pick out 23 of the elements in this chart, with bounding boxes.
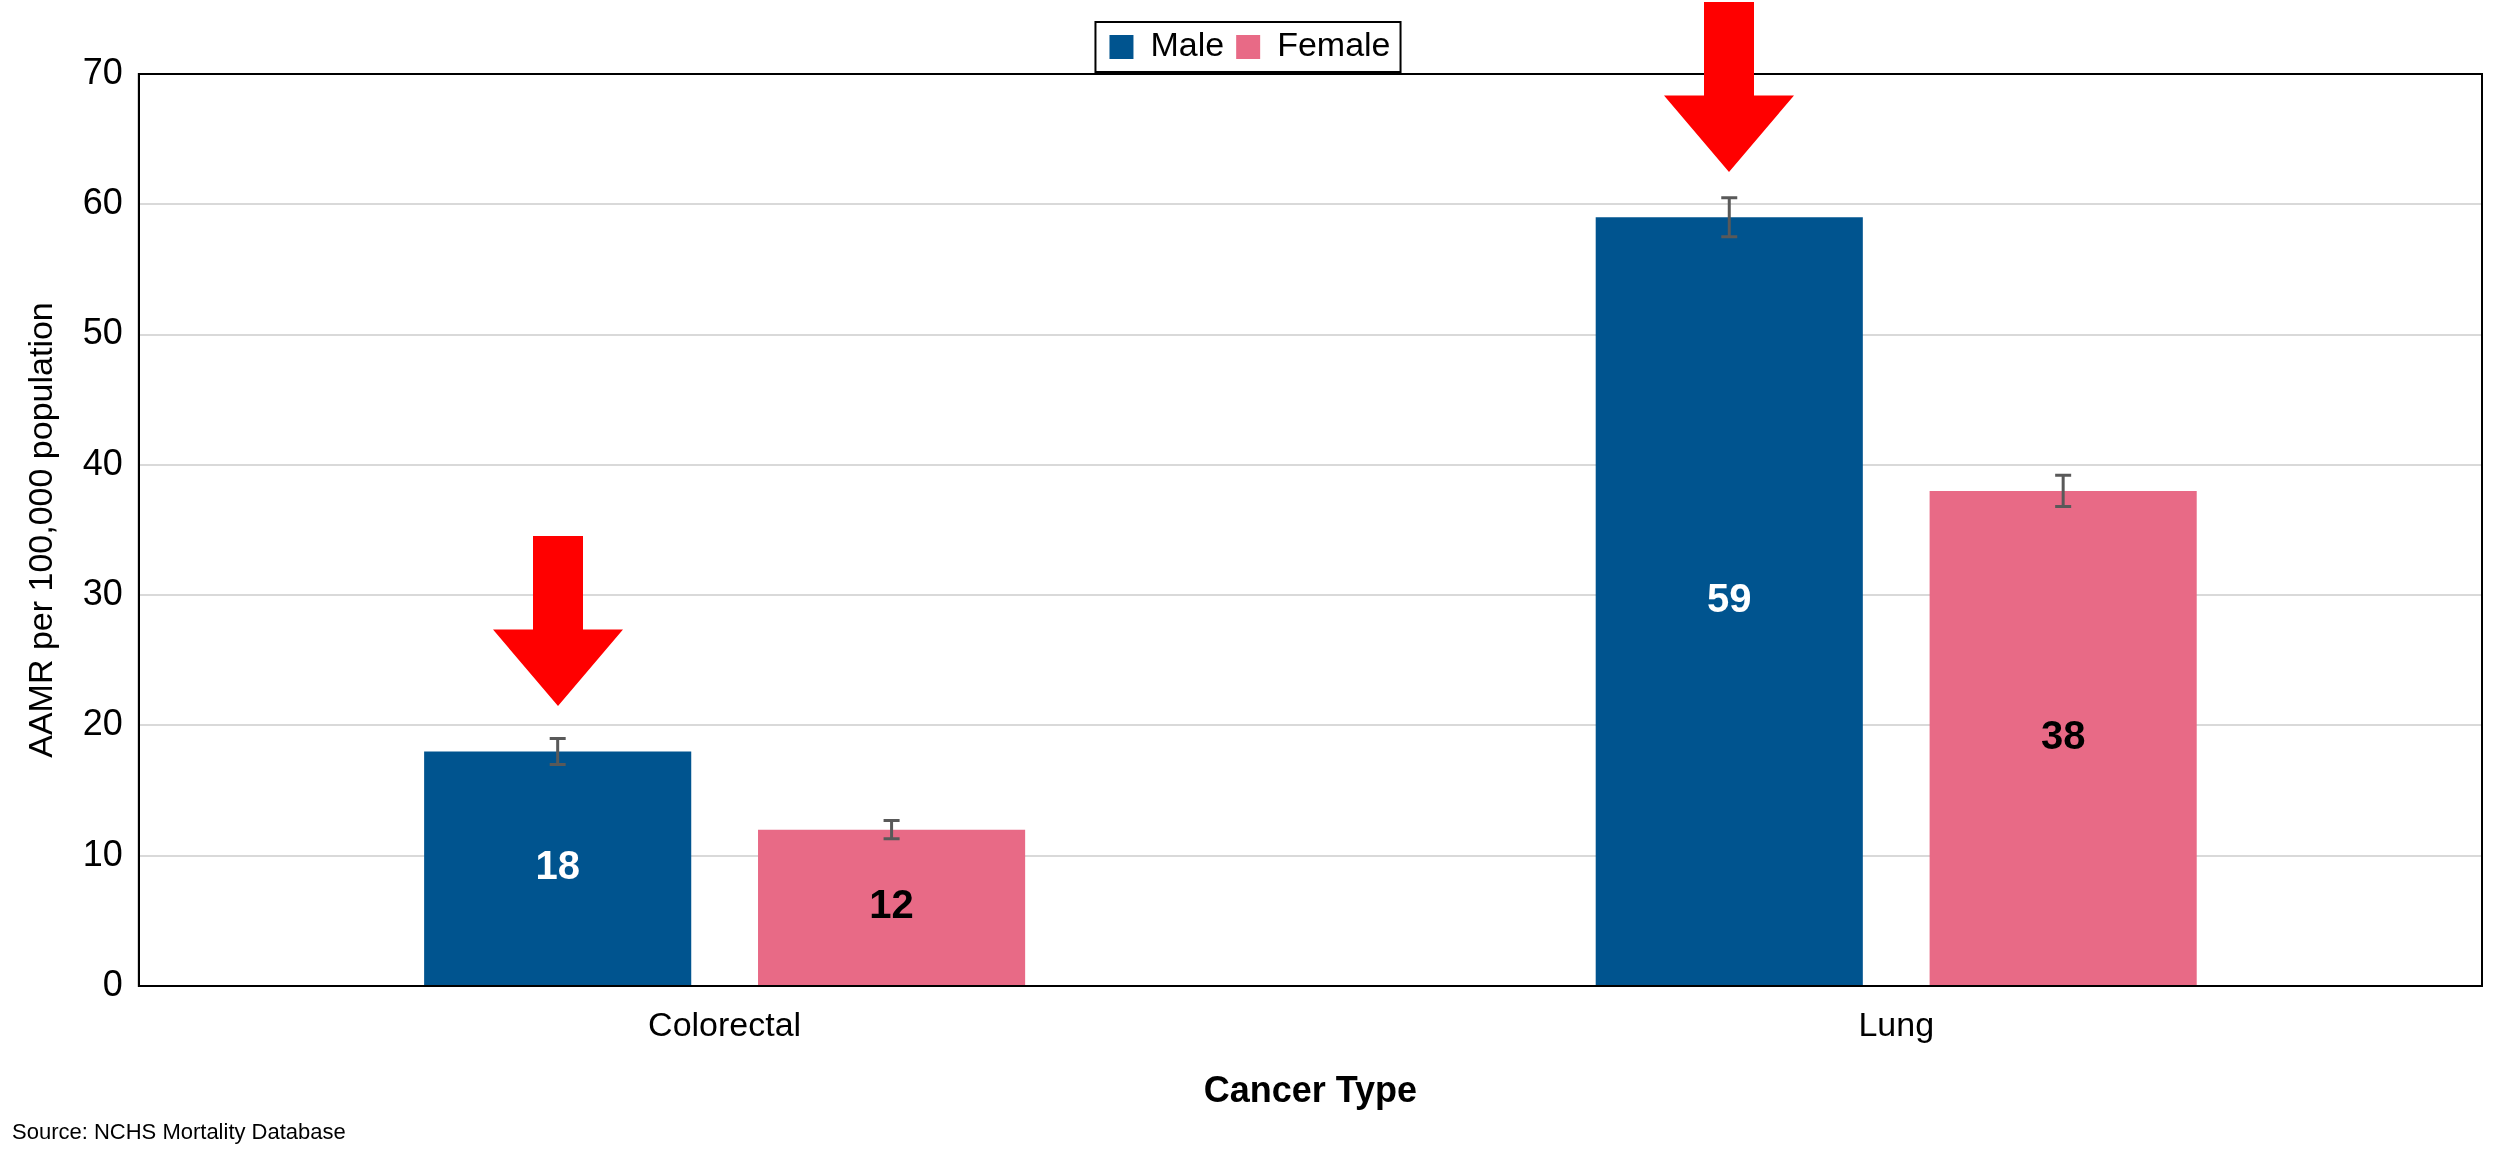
bar	[424, 751, 692, 985]
bar	[758, 829, 1026, 985]
data-label: 12	[869, 882, 914, 927]
y-tick-label: 20	[82, 702, 123, 744]
y-tick-label: 70	[82, 50, 123, 92]
y-tick-label: 60	[82, 181, 123, 223]
y-axis-title: AAMR per 100,000 population	[20, 302, 59, 758]
y-tick-label: 40	[82, 441, 123, 483]
bar	[1929, 490, 2197, 985]
x-tick-label: Lung	[1858, 1004, 1935, 1043]
data-label: 59	[1707, 576, 1752, 621]
x-tick-label: Colorectal	[648, 1004, 802, 1043]
bar	[1595, 217, 1863, 985]
legend-label: Male	[1150, 25, 1225, 64]
data-label: 18	[535, 843, 580, 888]
source-note: Source: NCHS Mortality Database	[12, 1119, 346, 1145]
y-tick-label: 50	[82, 311, 123, 353]
y-tick-label: 0	[102, 962, 123, 1004]
data-label: 38	[2040, 712, 2086, 757]
x-axis-title: Cancer Type	[1203, 1069, 1418, 1111]
y-tick-label: 30	[82, 572, 123, 614]
y-tick-label: 10	[82, 832, 123, 874]
legend-label: Female	[1277, 25, 1391, 64]
